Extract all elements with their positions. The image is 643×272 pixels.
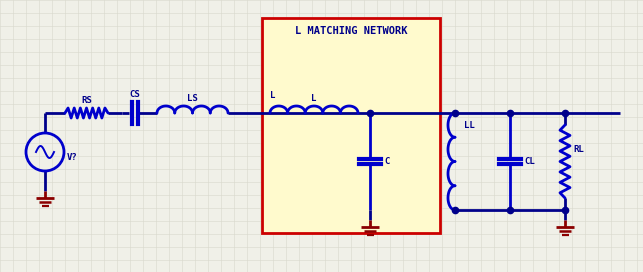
Bar [262,18,440,233]
Text: RL: RL [573,145,584,154]
Text: RS: RS [81,96,92,105]
Text: V?: V? [67,153,78,162]
Text: LS: LS [187,94,198,103]
Text: LL: LL [464,121,475,130]
Text: L: L [270,91,275,100]
Text: CS: CS [130,90,140,99]
Text: L MATCHING NETWORK: L MATCHING NETWORK [294,26,407,36]
Text: L: L [311,94,317,103]
Text: C: C [384,157,390,166]
Text: CL: CL [524,157,535,166]
